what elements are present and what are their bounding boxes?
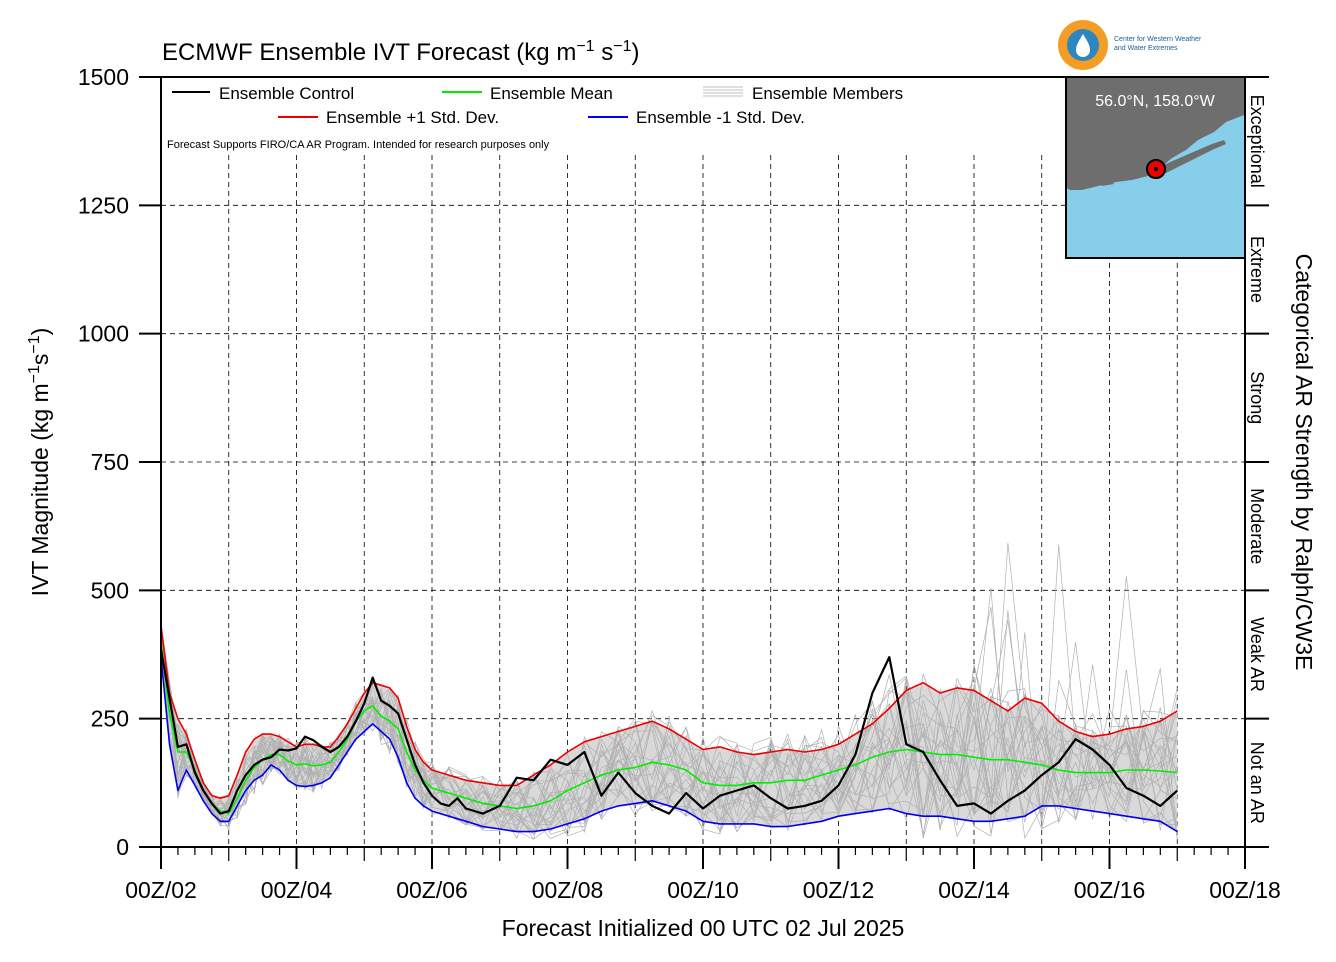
y-tick-label: 250 <box>91 706 129 732</box>
ensemble-control-line <box>159 649 1179 815</box>
location-inset-map: 56.0°N, 158.0°W <box>1065 76 1246 259</box>
y-tick-label: 750 <box>91 449 129 475</box>
x-tick-label: 00Z/06 <box>396 877 468 903</box>
chart-title: ECMWF Ensemble IVT Forecast (kg m−1 s−1) <box>162 38 639 66</box>
ar-category-axis: Not an AR Weak AR Moderate Strong Extreme Exc… <box>1244 76 1269 848</box>
ar-category-label: Not an AR <box>1247 742 1267 824</box>
legend-label-members: Ensemble Members <box>752 84 903 103</box>
y-tick-label: 1500 <box>78 64 129 90</box>
ensemble-member-line <box>160 653 1178 840</box>
location-marker-center <box>1154 167 1158 171</box>
x-tick-label: 00Z/10 <box>667 877 739 903</box>
inset-location-label: 56.0°N, 158.0°W <box>1095 93 1215 110</box>
legend-label-control: Ensemble Control <box>219 84 354 103</box>
inset-land-mainland <box>1067 78 1244 190</box>
inset-islands <box>1100 150 1202 186</box>
ar-category-label: Extreme <box>1247 236 1267 303</box>
series-lines <box>159 626 1179 833</box>
x-tick-label: 00Z/18 <box>1209 877 1281 903</box>
ar-category-label: Moderate <box>1247 488 1267 564</box>
ensemble-minus-sd-line <box>160 657 1178 833</box>
right-axis-label: Categorical AR Strength by Ralph/CW3E <box>1291 254 1317 671</box>
ar-category-label: Weak AR <box>1247 617 1267 692</box>
ar-category-label: Strong <box>1247 371 1267 424</box>
x-tick-label: 00Z/14 <box>938 877 1010 903</box>
logo-drop-icon <box>1076 34 1090 57</box>
ensemble-member-line <box>160 620 1178 826</box>
ar-category-label: Exceptional <box>1247 95 1267 188</box>
legend-label-plus-sd: Ensemble +1 Std. Dev. <box>326 108 499 127</box>
x-tick-label: 00Z/08 <box>532 877 604 903</box>
ensemble-members <box>160 542 1178 840</box>
ensemble-member-line <box>160 587 1178 835</box>
x-tick-label: 00Z/16 <box>1074 877 1146 903</box>
legend: Ensemble Control Ensemble Mean Ensemble … <box>172 84 903 127</box>
inset-peninsula <box>1146 140 1226 178</box>
ensemble-member-line <box>160 623 1178 831</box>
ensemble-member-line <box>160 576 1178 834</box>
y-tick-label: 0 <box>116 834 129 860</box>
ensemble-member-line <box>160 623 1178 830</box>
legend-swatch-members <box>703 86 743 97</box>
y-tick-label: 500 <box>91 577 129 603</box>
legend-label-mean: Ensemble Mean <box>490 84 613 103</box>
y-tick-label: 1000 <box>78 321 129 347</box>
ensemble-mean-line <box>160 641 1178 815</box>
x-tick-label: 00Z/12 <box>803 877 875 903</box>
logo-text-line1: Center for Western Weather <box>1114 36 1202 43</box>
x-axis-label: Forecast Initialized 00 UTC 02 Jul 2025 <box>502 915 905 941</box>
logo-text-line2: and Water Extremes <box>1114 45 1178 52</box>
y-tick-label: 1250 <box>78 192 129 218</box>
ensemble-member-line <box>160 631 1178 824</box>
y-axis-label: IVT Magnitude (kg m−1s−1) <box>26 328 53 597</box>
cw3e-logo: Center for Western Weather and Water Ext… <box>1058 20 1202 70</box>
x-tick-label: 00Z/02 <box>125 877 197 903</box>
x-tick-label: 00Z/04 <box>261 877 333 903</box>
ensemble-plus-sd-line <box>160 626 1178 799</box>
disclaimer-note: Forecast Supports FIRO/CA AR Program. In… <box>167 139 550 151</box>
legend-label-minus-sd: Ensemble -1 Std. Dev. <box>636 108 805 127</box>
ensemble-member-line <box>160 654 1178 837</box>
